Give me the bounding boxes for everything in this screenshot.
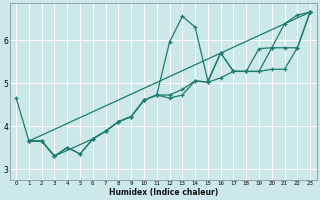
X-axis label: Humidex (Indice chaleur): Humidex (Indice chaleur) — [108, 188, 218, 197]
